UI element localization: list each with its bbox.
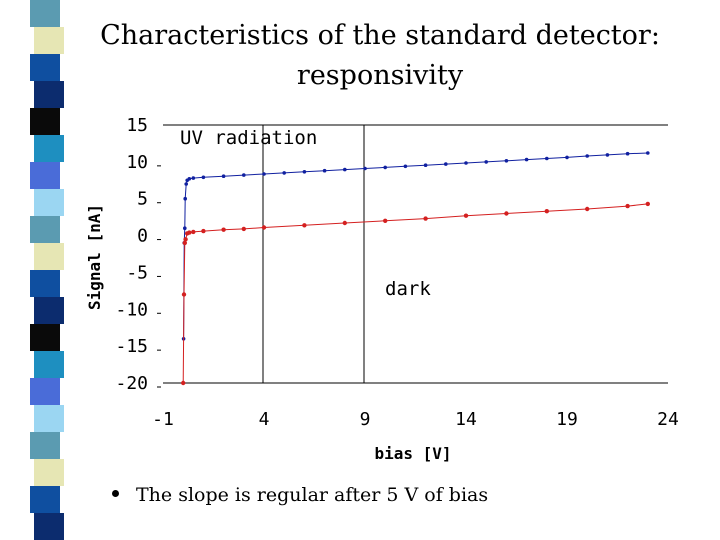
stripe-block: [34, 243, 64, 270]
data-point: [403, 164, 408, 169]
y-tick-label: 10: [126, 152, 148, 173]
bullet-text: The slope is regular after 5 V of bias: [136, 484, 489, 506]
data-point: [183, 226, 187, 230]
x-tick-label: 24: [657, 409, 679, 430]
stripe-block: [34, 459, 64, 486]
data-point: [181, 292, 187, 297]
data-point: [191, 176, 196, 180]
data-point: [242, 173, 246, 177]
data-point: [322, 168, 327, 173]
x-tick-label: -1: [152, 409, 174, 430]
data-point: [342, 220, 347, 226]
annotation-dark: dark: [385, 278, 431, 300]
data-point: [191, 229, 196, 235]
stripe-block: [34, 297, 64, 324]
data-point: [464, 161, 468, 165]
annotation-uv-radiation: UV radiation: [180, 127, 317, 149]
data-point: [183, 196, 187, 201]
y-tick-label: -5: [126, 262, 148, 283]
plot-area: [163, 125, 668, 383]
x-axis-label: bias [V]: [374, 444, 451, 463]
stripe-block: [34, 513, 64, 540]
data-point: [282, 171, 287, 175]
stripe-block: [30, 324, 60, 351]
stripe-block: [30, 216, 60, 243]
data-point: [605, 153, 610, 157]
data-point: [484, 160, 489, 164]
x-tick-label: 14: [455, 409, 477, 430]
y-tick-label: -15: [115, 336, 148, 357]
stripe-block: [30, 432, 60, 459]
data-point: [625, 203, 630, 209]
data-point: [302, 170, 307, 174]
data-point: [221, 227, 226, 232]
stripe-block: [30, 486, 60, 513]
decorative-stripe: [30, 0, 64, 540]
stripe-block: [34, 81, 64, 108]
stripe-block: [30, 108, 60, 135]
slide-title-line1: Characteristics of the standard detector…: [100, 20, 660, 51]
data-point: [302, 223, 307, 228]
y-tick-label: -20: [115, 373, 148, 394]
data-point: [261, 225, 267, 230]
data-point: [423, 163, 428, 167]
y-axis-label: Signal [nA]: [85, 204, 104, 310]
data-point: [221, 174, 226, 178]
data-point: [201, 175, 206, 180]
data-point: [383, 218, 388, 223]
stripe-block: [30, 0, 60, 27]
stripe-block: [30, 162, 60, 189]
stripe-block: [30, 378, 60, 405]
data-point: [423, 216, 428, 221]
data-point: [182, 240, 187, 246]
data-point: [187, 177, 192, 181]
data-point: [444, 162, 448, 166]
data-point: [585, 154, 589, 158]
data-point: [343, 167, 347, 172]
slide-title-line2: responsivity: [296, 60, 464, 91]
series-0: [181, 151, 650, 341]
stripe-block: [34, 189, 64, 216]
stripe-block: [34, 27, 64, 54]
bullet-point-icon: [112, 490, 119, 497]
data-point: [645, 201, 650, 207]
data-point: [585, 206, 590, 212]
data-point: [504, 159, 509, 163]
stripe-block: [34, 351, 64, 378]
data-point: [504, 211, 509, 216]
stripe-block: [34, 135, 64, 162]
data-point: [187, 230, 192, 235]
y-tick-label: 15: [126, 115, 148, 136]
data-point: [184, 182, 188, 186]
data-point: [201, 228, 206, 234]
data-point: [383, 165, 388, 170]
y-tick-label: 5: [137, 189, 148, 210]
data-point: [363, 166, 367, 171]
data-point: [181, 380, 186, 386]
x-tick-label: 19: [556, 409, 578, 430]
y-tick-label: 0: [137, 226, 148, 247]
data-point: [262, 172, 266, 176]
stripe-block: [30, 270, 60, 297]
x-tick-label: 4: [259, 409, 270, 430]
x-tick-label: 9: [360, 409, 371, 430]
data-point: [241, 226, 246, 232]
data-point: [544, 209, 549, 214]
stripe-block: [34, 405, 64, 432]
data-point: [183, 237, 188, 242]
series-1: [181, 201, 650, 386]
data-point: [524, 157, 529, 162]
data-point: [545, 156, 549, 161]
data-point: [463, 213, 469, 218]
y-tick-label: -10: [115, 299, 148, 320]
data-point: [565, 155, 569, 160]
data-point: [625, 151, 630, 156]
data-point: [646, 151, 650, 155]
stripe-block: [30, 54, 60, 81]
